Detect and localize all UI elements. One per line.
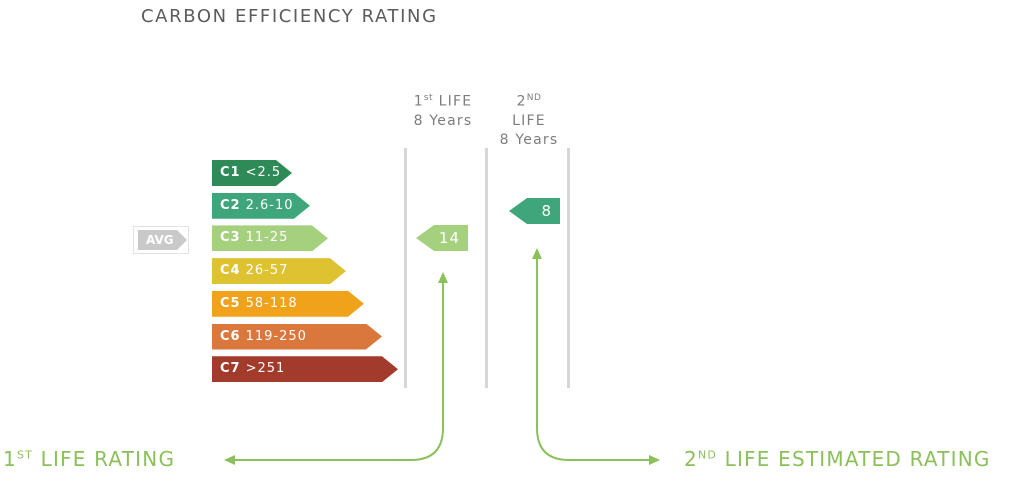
second-rating-sup: ND [697,448,718,462]
band-code: C3 [220,230,241,246]
band-code: C7 [220,361,241,377]
arrowhead-right-2 [649,455,660,465]
arrowhead-left-1 [224,455,235,465]
first-life-word: LIFE [438,93,473,110]
rating-band-c6: C6 119-250 [212,324,382,350]
second-rating-num: 2 [684,447,698,471]
rating-band-c4: C4 26-57 [212,258,346,284]
first-life-years: 8 Years [413,112,473,129]
band-range: 11-25 [245,230,289,246]
first-life-num: 1 [413,93,424,110]
divider-line-1 [404,148,407,388]
band-range: 58-118 [245,295,298,311]
band-range: 2.6-10 [245,197,294,213]
rating-band-c7: C7 >251 [212,356,398,382]
rating-band-c3: C3 11-25 [212,225,328,251]
second-life-connector [536,256,652,461]
second-life-sup: ND [526,93,542,103]
avg-label: AVG [138,230,187,250]
band-code: C6 [220,328,241,344]
diagram-title: CARBON EFFICIENCY RATING [141,6,438,27]
second-life-column-header: 2ND LIFE 8 Years [484,89,574,150]
second-life-rating-label: 2ND LIFE ESTIMATED RATING [684,447,991,471]
divider-line-3 [567,148,570,388]
avg-marker: AVG [133,226,189,254]
band-range: 26-57 [245,263,289,279]
first-rating-num: 1 [3,447,17,471]
band-code: C1 [220,165,241,180]
arrowhead-up-2 [532,248,542,259]
first-rating-text: LIFE RATING [40,447,176,471]
second-life-years: 8 Years [499,131,559,148]
second-rating-text: LIFE ESTIMATED RATING [724,447,991,471]
band-code: C5 [220,295,241,311]
arrowhead-up-1 [438,272,448,283]
second-life-word: LIFE [512,112,546,129]
second-life-num: 2 [516,93,527,110]
rating-band-c1: C1 <2.5 [212,160,292,186]
band-range: 119-250 [245,328,307,344]
first-life-column-header: 1st LIFE 8 Years [398,89,488,131]
divider-line-2 [485,148,488,388]
first-rating-sup: ST [16,448,34,462]
first-life-sup: st [423,93,434,103]
band-range: <2.5 [245,165,282,180]
first-life-connector [232,280,444,461]
band-code: C4 [220,263,241,279]
band-code: C2 [220,197,241,213]
band-range: >251 [245,361,286,377]
first-life-rating-label: 1ST LIFE RATING [3,447,175,471]
rating-band-c5: C5 58-118 [212,291,364,317]
rating-band-c2: C2 2.6-10 [212,193,310,219]
